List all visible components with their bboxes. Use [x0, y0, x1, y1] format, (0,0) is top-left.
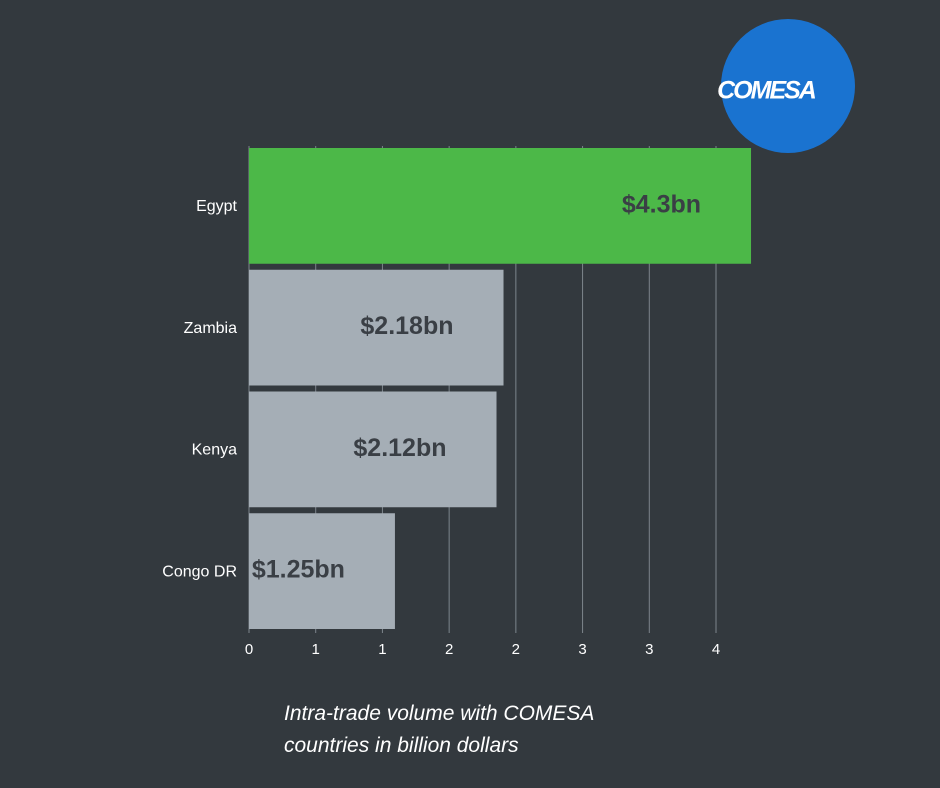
bar [249, 148, 752, 264]
bar [249, 269, 504, 386]
y-tick-label: Kenya [192, 442, 237, 459]
x-tick-label: 3 [578, 641, 586, 658]
y-tick-label: Zambia [184, 320, 237, 337]
x-tick-label: 4 [712, 641, 720, 658]
value-label: $2.18bn [360, 312, 453, 340]
x-tick-label: 0 [245, 641, 253, 658]
bar [249, 391, 497, 508]
value-label: $2.12bn [353, 434, 446, 462]
logo-circle [721, 19, 855, 153]
bar [249, 513, 395, 629]
x-tick-label: 2 [445, 641, 453, 658]
x-tick-label: 1 [312, 641, 320, 658]
y-tick-label: Egypt [196, 198, 237, 215]
y-tick-label: Congo DR [162, 563, 237, 580]
value-label: $1.25bn [252, 556, 345, 584]
x-tick-label: 2 [512, 641, 520, 658]
value-label: $4.3bn [622, 190, 701, 218]
logo: COMESA [717, 19, 855, 153]
logo-text: COMESA [717, 77, 816, 105]
x-tick-label: 1 [378, 641, 386, 658]
caption: Intra-trade volume with COMESA countries … [284, 702, 594, 757]
x-tick-label: 3 [645, 641, 653, 658]
